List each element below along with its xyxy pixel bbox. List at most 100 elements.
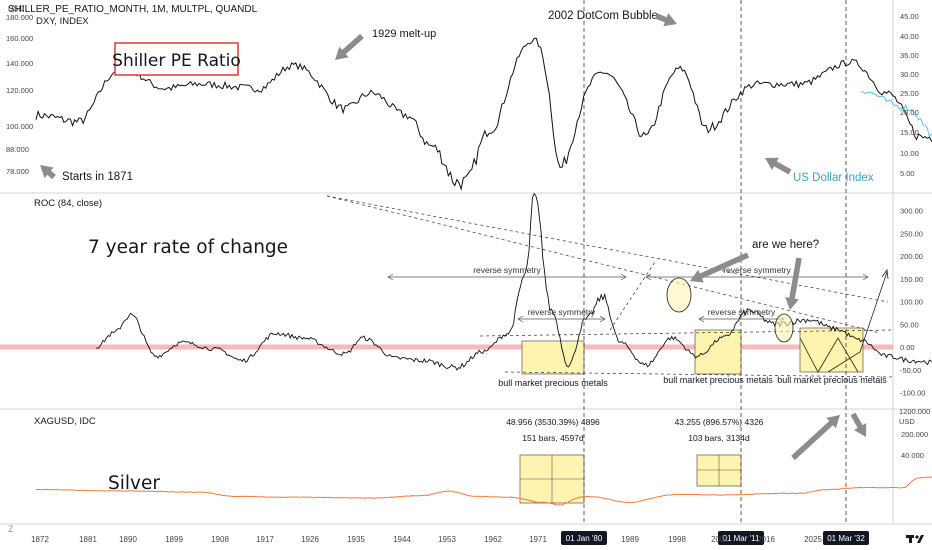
x-tick-label: 1872: [31, 535, 49, 544]
date-marker-badge: [823, 531, 869, 545]
dxy-pane-subheader: DXY, INDEX: [36, 16, 89, 27]
zero-reference-band: [0, 344, 893, 350]
corner-mark: Z: [8, 524, 14, 534]
roc-series-line: [96, 192, 932, 371]
pe-title-box: [114, 42, 239, 76]
x-tick-label: 1908: [211, 535, 229, 544]
series-layer: [35, 37, 932, 506]
pe-left-tick-label: 100.000: [6, 122, 33, 131]
roc-tick-label: 200.00: [900, 252, 923, 261]
pe-right-tick-label: 25.00: [900, 89, 919, 98]
arrow-silver-up[interactable]: [791, 415, 840, 461]
pe-right-tick-label: 45.00: [900, 12, 919, 21]
panes-layer: [0, 0, 932, 525]
pe-right-tick-label: 35.00: [900, 51, 919, 60]
bull-market-label: bull market precious metals: [498, 378, 608, 388]
silver-axis-unit: USD: [899, 417, 915, 426]
arrow-dxy[interactable]: [765, 157, 792, 175]
x-tick-label: 1998: [668, 535, 686, 544]
measure-label-line2: 151 bars, 4597d: [522, 433, 584, 443]
x-tick-label: 1917: [256, 535, 274, 544]
arrow-dotcom[interactable]: [655, 13, 677, 27]
trend-line[interactable]: [326, 195, 881, 334]
are-we-here-circle: [666, 277, 692, 313]
silver-pane-header: XAGUSD, IDC: [34, 416, 96, 427]
date-marker-badge: [718, 531, 764, 545]
roc-tick-label: 150.00: [900, 275, 923, 284]
arrow-silver-down[interactable]: [850, 412, 867, 437]
trend-line[interactable]: [479, 329, 894, 337]
bull-market-box: [521, 340, 585, 375]
annotation-start: Starts in 1871: [62, 171, 133, 183]
x-tick-label: 2016: [757, 535, 775, 544]
projection-zigzag: [799, 337, 859, 373]
symmetry-arrow-head: [387, 273, 394, 281]
measure-label-line1: 48.956 (3530.39%) 4896: [506, 417, 600, 427]
arrow-start[interactable]: [40, 165, 56, 180]
pe-pane-header: SHILLER_PE_RATIO_MONTH, 1M, MULTPL, QUAN…: [8, 4, 258, 15]
symmetry-arrow-head: [698, 315, 705, 323]
x-tick-label: 1944: [393, 535, 411, 544]
reverse-symmetry-label: reverse symmetry: [473, 265, 541, 275]
symmetry-arrow-head: [620, 273, 627, 281]
x-tick-label: 1890: [119, 535, 137, 544]
dxy-series-line: [860, 91, 932, 138]
trend-line[interactable]: [504, 371, 894, 378]
roc-tick-label: 100.00: [900, 298, 923, 307]
pe-right-tick-label: 10.00: [900, 149, 919, 158]
x-tick-label: 1989: [621, 535, 639, 544]
pe-left-tick-label: 140.000: [6, 59, 33, 68]
highlight-boxes-layer: [0, 268, 893, 504]
bull-market-label: bull market precious metals: [663, 375, 773, 385]
pe-left-tick-label: 160.000: [6, 34, 33, 43]
silver-tick-label: 1200.000: [899, 407, 930, 416]
date-marker-label: 01 Mar '32: [827, 534, 865, 543]
symmetry-arrow-head: [599, 315, 606, 323]
pe-chart-title: Shiller PE Ratio: [112, 51, 241, 71]
pe-left-tick-label: 120.000: [6, 86, 33, 95]
roc-tick-label: 250.00: [900, 229, 923, 238]
annotation-dxy: US Dollar Index: [793, 172, 874, 184]
roc-tick-label: -100.00: [900, 389, 925, 398]
are-we-here-label: are we here?: [752, 239, 819, 251]
date-marker-label: 01 Jan '80: [566, 534, 603, 543]
date-marker-badge: [561, 531, 607, 545]
x-tick-label: 1899: [165, 535, 183, 544]
x-tick-label: 1926: [301, 535, 319, 544]
silver-tick-label: 200.000: [901, 430, 928, 439]
symmetry-arrow-head: [862, 273, 869, 281]
roc-tick-label: 0.00: [900, 343, 915, 352]
pe-left-tick-label: 180.000: [6, 13, 33, 22]
roc-tick-label: 300.00: [900, 207, 923, 216]
pe-series-line: [35, 37, 932, 192]
roc-tick-label: 50.00: [900, 320, 919, 329]
x-tick-label: 2025: [804, 535, 822, 544]
arrow-are-we-here[interactable]: [690, 252, 750, 283]
tradingview-logo[interactable]: [904, 531, 926, 545]
pe-left-tick-label: 88.000: [6, 145, 29, 154]
roc-pane-header: ROC (84, close): [34, 198, 102, 209]
x-tick-label: 1953: [438, 535, 456, 544]
symmetry-arrow-head: [517, 315, 524, 323]
x-tick-label: 1971: [529, 535, 547, 544]
x-tick-label: 2007: [711, 535, 729, 544]
pe-right-tick-label: 15.00: [900, 128, 919, 137]
x-tick-label: 1881: [79, 535, 97, 544]
bull-market-box: [694, 329, 742, 375]
annotation-1929: 1929 melt-up: [372, 28, 436, 40]
roc-tick-label: -50.00: [900, 366, 921, 375]
measure-label-line2: 103 bars, 3134d: [688, 433, 750, 443]
trend-line[interactable]: [609, 261, 656, 331]
x-tick-label: 1962: [484, 535, 502, 544]
annotations-layer: 180.000 160.000 140.000 120.000 100.000 88.00…: [6, 10, 930, 545]
annotation-dotcom: 2002 DotCom Bubble: [548, 10, 658, 22]
date-marker-label: 01 Mar '11: [723, 534, 761, 543]
left-axis-unit: USD: [8, 4, 24, 13]
arrow-current[interactable]: [785, 257, 802, 310]
pe-right-tick-label: 20.00: [900, 108, 919, 117]
arrow-1929[interactable]: [335, 33, 364, 60]
bull-market-label: bull market precious metals: [777, 375, 887, 385]
reverse-symmetry-label: reverse symmetry: [723, 265, 791, 275]
silver-tick-label: 40.000: [901, 451, 924, 460]
